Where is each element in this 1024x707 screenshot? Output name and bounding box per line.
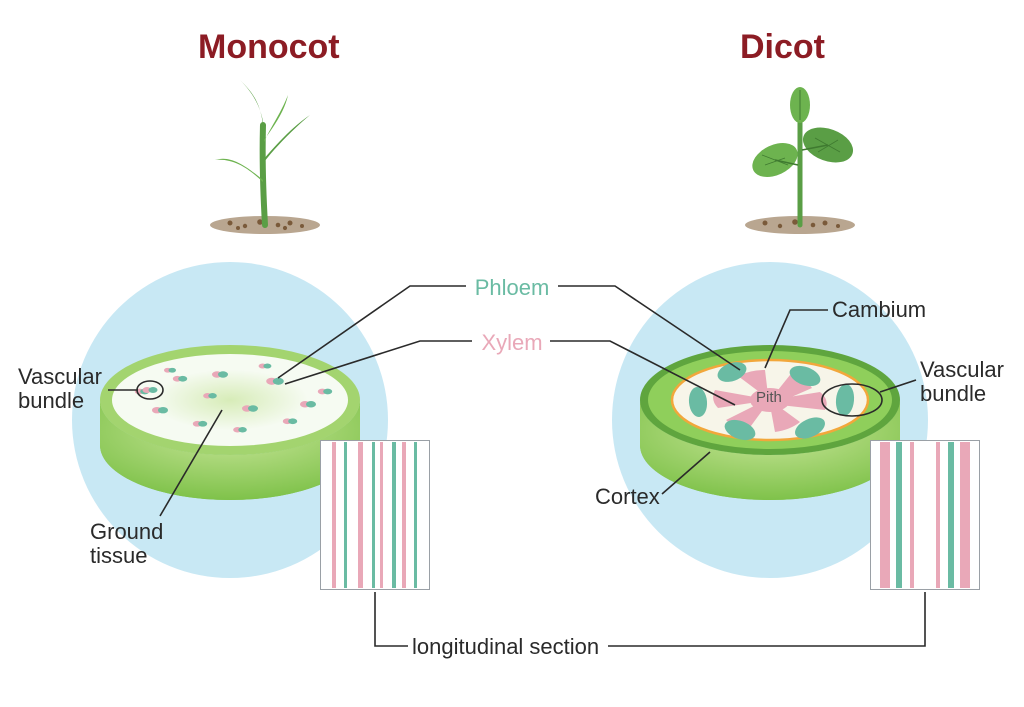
xylem-label: Xylem — [475, 330, 549, 356]
vascular-bundle-left-label: Vascularbundle — [18, 365, 102, 413]
pith-label: Pith — [756, 390, 782, 407]
dicot-seedling-icon — [720, 70, 880, 240]
longitudinal-section-label: longitudinal section — [412, 635, 599, 659]
dicot-longitudinal-section — [870, 440, 980, 590]
monocot-longitudinal-section — [320, 440, 430, 590]
monocot-title: Monocot — [198, 28, 340, 67]
cambium-label: Cambium — [832, 298, 926, 322]
dicot-stem-section — [630, 340, 910, 510]
vascular-bundle-right-label: Vascularbundle — [920, 358, 1004, 406]
cortex-label: Cortex — [595, 485, 660, 509]
monocot-seedling-icon — [190, 70, 340, 240]
dicot-title: Dicot — [740, 28, 825, 67]
ground-tissue-label: Groundtissue — [90, 520, 163, 568]
phloem-label: Phloem — [470, 275, 554, 301]
